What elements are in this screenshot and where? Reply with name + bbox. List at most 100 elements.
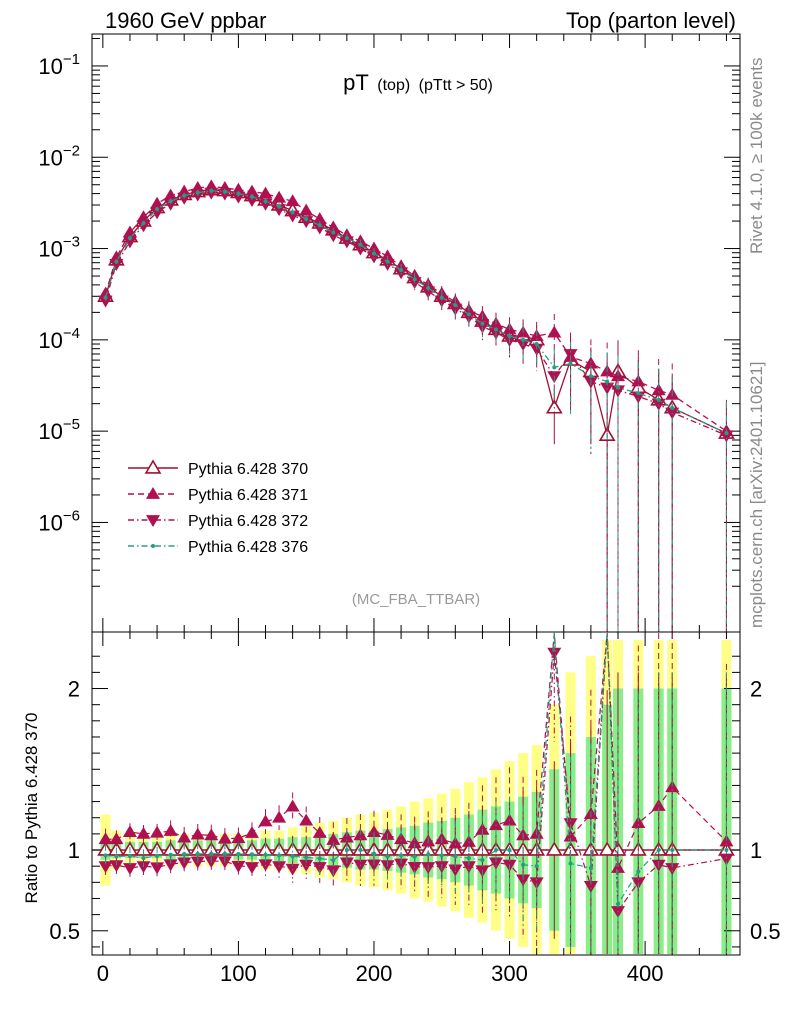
series-point-4 [168, 199, 173, 204]
title-sub2: (pTtt > 50) [419, 77, 493, 94]
series-point-4 [371, 251, 376, 256]
y-tick-exponent: −5 [63, 416, 80, 433]
series-point-4 [344, 236, 349, 241]
series-point-2 [163, 188, 178, 201]
ratio-point-3 [583, 881, 598, 893]
series-point-4 [182, 193, 187, 198]
ratio-point-4 [724, 848, 729, 853]
legend-marker [146, 515, 160, 527]
series-point-3 [285, 210, 300, 223]
series-point-4 [114, 259, 119, 264]
y-tick-exponent: −4 [63, 325, 80, 342]
series-point-3 [177, 192, 192, 205]
ratio-point-4 [453, 854, 458, 859]
series-point-4 [588, 374, 593, 379]
series-point-4 [507, 334, 512, 339]
ratio-point-2 [312, 826, 327, 838]
series-point-4 [195, 190, 200, 195]
series-point-3 [98, 295, 113, 308]
series-point-4 [249, 194, 254, 199]
ratio-point-2 [719, 834, 734, 847]
ratio-point-4 [534, 864, 539, 869]
series-point-3 [434, 295, 449, 308]
series-point-2 [285, 194, 300, 207]
ratio-point-4 [656, 848, 661, 853]
ratio-point-2 [150, 825, 165, 838]
ratio-tick-label-right: 0.5 [750, 919, 781, 944]
series-point-3 [272, 204, 287, 217]
y-tick-base: 10 [38, 510, 62, 535]
ratio-point-4 [103, 853, 108, 858]
ratio-point-2 [217, 831, 232, 844]
series-point-1 [545, 399, 563, 414]
series-point-4 [605, 379, 610, 384]
ratio-point-4 [399, 853, 404, 858]
x-tick-label: 0 [97, 961, 109, 986]
ratio-point-3 [665, 863, 680, 875]
y-tick-label: 10−2 [38, 142, 80, 170]
analysis-watermark: (MC_FBA_TTBAR) [352, 591, 480, 608]
series-point-3 [299, 216, 314, 229]
series-point-3 [136, 220, 151, 233]
ratio-point-2 [326, 832, 341, 845]
ratio-point-3 [177, 857, 192, 870]
series-point-3 [122, 236, 137, 249]
ratio-point-3 [461, 861, 476, 874]
x-tick-label: 400 [627, 961, 664, 986]
y-tick-exponent: −2 [63, 142, 80, 159]
series-point-3 [258, 198, 273, 211]
ratio-point-3 [366, 859, 381, 872]
ratio-point-4 [304, 855, 309, 860]
ratio-point-4 [439, 853, 444, 858]
series-point-4 [141, 221, 146, 226]
series-point-2 [150, 196, 165, 209]
ratio-point-2 [448, 836, 463, 849]
ratio-point-3 [339, 857, 354, 870]
ratio-point-4 [249, 852, 254, 857]
ratio-point-2 [231, 831, 246, 844]
y-tick-base: 10 [38, 145, 62, 170]
ratio-point-4 [195, 851, 200, 856]
ratio-point-4 [636, 869, 641, 874]
ratio-point-4 [344, 848, 349, 853]
series-line-4 [104, 190, 727, 434]
ratio-point-2 [394, 832, 409, 845]
series-point-2 [231, 182, 246, 195]
title-sub1: (top) [377, 77, 410, 94]
ratio-point-2 [272, 810, 287, 823]
series-point-4 [426, 285, 431, 290]
series-point-3 [448, 303, 463, 316]
ratio-point-3 [98, 861, 113, 874]
ratio-point-3 [231, 860, 246, 873]
ratio-point-4 [182, 852, 187, 857]
ratio-point-4 [385, 854, 390, 859]
series-point-4 [209, 188, 214, 193]
series-point-4 [277, 204, 282, 209]
series-point-2 [326, 220, 341, 233]
ratio-point-2 [136, 826, 151, 839]
ratio-frame [91, 631, 741, 956]
series-point-4 [493, 327, 498, 332]
series-point-4 [127, 236, 132, 241]
ratio-point-2 [122, 825, 137, 837]
series-point-3 [461, 311, 476, 324]
ratio-point-4 [466, 856, 471, 861]
legend-label: Pythia 6.428 371 [188, 487, 308, 504]
y-tick-label: 10−5 [38, 416, 80, 444]
series-point-3 [109, 258, 124, 271]
series-point-2 [299, 203, 314, 216]
series-point-4 [385, 259, 390, 264]
ratio-point-2 [563, 829, 578, 842]
ratio-point-1 [545, 841, 563, 856]
series-point-2 [366, 241, 381, 254]
series-point-4 [534, 342, 539, 347]
series-point-4 [439, 295, 444, 300]
y-tick-base: 10 [38, 328, 62, 353]
series-point-4 [412, 277, 417, 282]
series-point-4 [304, 217, 309, 222]
y-tick-label: 10−3 [38, 234, 80, 262]
y-tick-label: 10−4 [38, 325, 80, 353]
ratio-point-4 [290, 854, 295, 859]
ratio-point-2 [177, 830, 192, 843]
